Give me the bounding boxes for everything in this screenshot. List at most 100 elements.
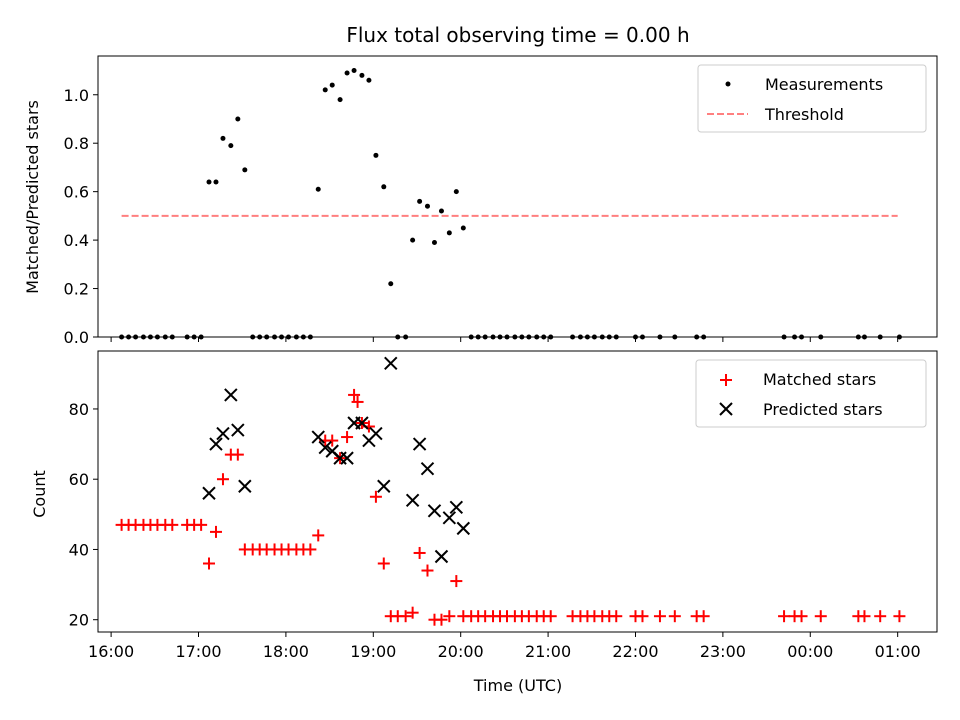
matched-star-point <box>435 613 448 626</box>
predicted-star-point <box>311 430 325 444</box>
measurement-point <box>512 334 518 340</box>
matched-star-point <box>202 557 215 570</box>
measurement-points <box>119 68 902 340</box>
measurement-point <box>818 334 824 340</box>
measurement-point <box>861 334 867 340</box>
measurement-point <box>497 334 503 340</box>
measurement-point <box>541 334 547 340</box>
measurement-point <box>329 82 335 88</box>
measurement-point <box>169 334 175 340</box>
measurement-point <box>431 240 437 246</box>
matched-star-point <box>610 610 623 623</box>
legend-predicted-label: Predicted stars <box>763 400 883 419</box>
matched-star-point <box>216 473 229 486</box>
bottom-axis-ticks: 16:00 17:00 18:00 19:00 20:00 21:00 22:00 23:00… <box>69 400 921 661</box>
measurement-point <box>191 334 197 340</box>
measurement-point <box>403 334 409 340</box>
matched-star-point <box>443 610 456 623</box>
matched-star-point <box>304 543 317 556</box>
measurement-point <box>570 334 576 340</box>
measurement-point <box>584 334 590 340</box>
measurement-point <box>359 72 365 78</box>
measurement-point <box>482 334 488 340</box>
matched-star-point <box>450 575 463 588</box>
measurement-point <box>694 334 700 340</box>
predicted-star-point <box>209 437 223 451</box>
top-legend-box <box>697 64 927 133</box>
x-tick-label: 16:00 <box>88 642 134 661</box>
measurement-point <box>198 334 204 340</box>
measurement-point <box>490 334 496 340</box>
predicted-star-point <box>238 479 252 493</box>
measurement-point <box>475 334 481 340</box>
bottom-plot-frame <box>97 350 938 633</box>
measurement-point <box>147 334 153 340</box>
measurement-point <box>792 334 798 340</box>
measurement-point <box>639 334 645 340</box>
predicted-star-point <box>231 423 245 437</box>
bottom-legend: Matched stars Predicted stars <box>695 359 927 428</box>
predicted-star-point <box>434 549 449 564</box>
chart-title: Flux total observing time = 0.00 h <box>346 23 689 47</box>
top-panel: Flux total observing time = 0.00 h Match… <box>23 23 938 347</box>
y-tick-label: 0.2 <box>64 280 89 299</box>
predicted-star-point <box>449 500 464 515</box>
measurement-point <box>395 334 401 340</box>
top-y-axis-label: Matched/Predicted stars <box>23 100 42 294</box>
measurement-point <box>526 334 532 340</box>
x-tick-label: 20:00 <box>438 642 484 661</box>
x-tick-label: 17:00 <box>175 642 221 661</box>
matched-star-point <box>369 490 382 503</box>
matched-star-point <box>653 610 666 623</box>
measurement-point <box>591 334 597 340</box>
x-axis-label: Time (UTC) <box>473 676 562 695</box>
matched-star-point <box>406 606 419 619</box>
matched-star-point <box>778 610 791 623</box>
matched-star-point <box>544 610 557 623</box>
measurement-point <box>781 334 787 340</box>
legend-matched-label: Matched stars <box>763 370 876 389</box>
matched-star-point <box>166 518 179 531</box>
matched-star-point <box>874 610 887 623</box>
matched-star-point <box>858 610 871 623</box>
matched-star-point <box>795 610 808 623</box>
measurement-point <box>657 334 663 340</box>
measurement-point <box>293 334 299 340</box>
predicted-star-point <box>340 451 354 465</box>
matched-star-point <box>421 564 434 577</box>
measurement-point <box>366 77 372 83</box>
measurement-point <box>388 281 394 287</box>
predicted-star-point <box>224 388 238 402</box>
measurement-point <box>206 179 212 185</box>
y-tick-label: 40 <box>69 540 89 559</box>
matched-star-point <box>893 610 906 623</box>
predicted-star-point <box>405 493 420 507</box>
measurement-point <box>344 70 350 76</box>
y-tick-label: 0.4 <box>64 231 89 250</box>
y-tick-label: 80 <box>69 400 89 419</box>
measurement-point <box>140 334 146 340</box>
matched-star-point <box>636 610 649 623</box>
measurement-point <box>351 68 357 74</box>
y-tick-label: 0.6 <box>64 183 89 202</box>
measurement-point <box>220 135 226 141</box>
measurement-point <box>548 334 554 340</box>
legend-predicted-marker <box>719 402 733 416</box>
predicted-star-point <box>369 426 383 441</box>
measurement-point <box>632 334 638 340</box>
predicted-star-point <box>384 356 398 371</box>
measurement-point <box>272 334 278 340</box>
predicted-stars-points <box>202 356 471 564</box>
measurement-point <box>599 334 605 340</box>
measurement-point <box>154 334 160 340</box>
measurement-point <box>322 87 328 93</box>
predicted-star-point <box>202 486 216 500</box>
measurement-point <box>213 179 219 185</box>
measurement-point <box>672 334 678 340</box>
legend-threshold-label: Threshold <box>764 105 844 124</box>
top-legend: Measurements Threshold <box>697 64 927 133</box>
predicted-star-point <box>216 426 230 441</box>
measurement-point <box>519 334 525 340</box>
measurement-point <box>424 203 430 209</box>
